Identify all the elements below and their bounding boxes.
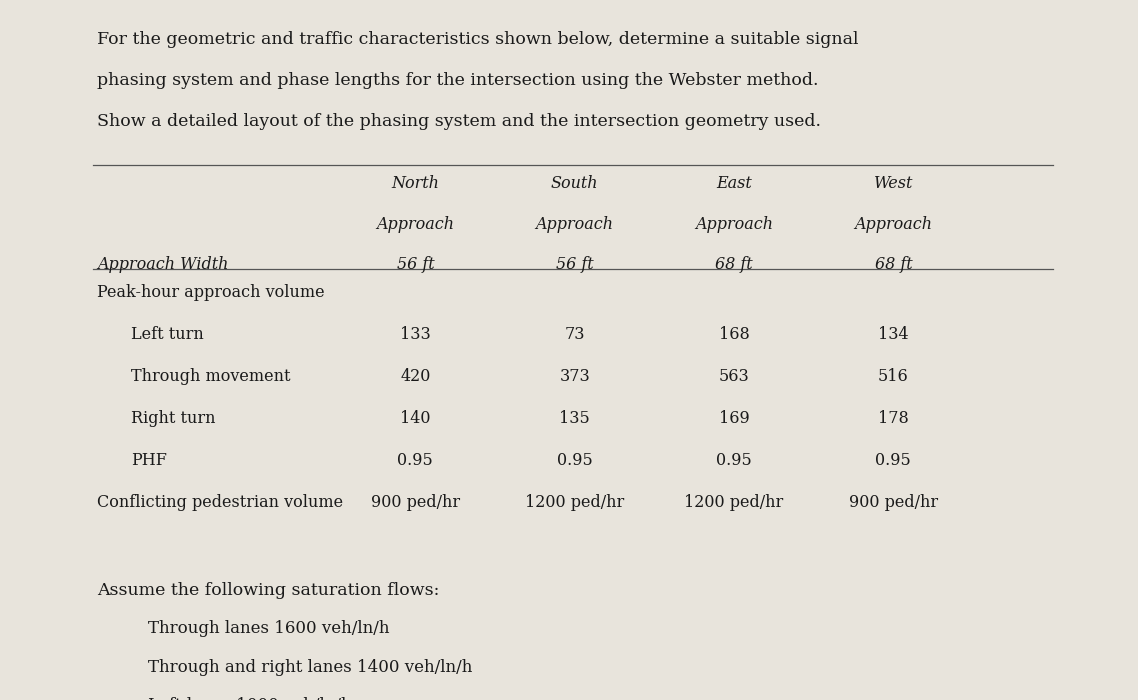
Text: Approach: Approach xyxy=(536,216,613,232)
Text: North: North xyxy=(391,175,439,192)
Text: 134: 134 xyxy=(879,326,908,343)
Text: East: East xyxy=(716,175,752,192)
Text: 68 ft: 68 ft xyxy=(874,256,913,273)
Text: 0.95: 0.95 xyxy=(397,452,434,469)
Text: Show a detailed layout of the phasing system and the intersection geometry used.: Show a detailed layout of the phasing sy… xyxy=(97,113,820,130)
Text: Peak-hour approach volume: Peak-hour approach volume xyxy=(97,284,324,301)
Text: 900 ped/hr: 900 ped/hr xyxy=(849,494,938,511)
Text: 1200 ped/hr: 1200 ped/hr xyxy=(525,494,625,511)
Text: Right turn: Right turn xyxy=(131,410,215,427)
Text: 135: 135 xyxy=(559,410,591,427)
Text: 68 ft: 68 ft xyxy=(715,256,753,273)
Text: Conflicting pedestrian volume: Conflicting pedestrian volume xyxy=(97,494,343,511)
Text: 1200 ped/hr: 1200 ped/hr xyxy=(684,494,784,511)
Text: 169: 169 xyxy=(718,410,750,427)
Text: Approach: Approach xyxy=(695,216,773,232)
Text: 133: 133 xyxy=(399,326,431,343)
Text: Assume the following saturation flows:: Assume the following saturation flows: xyxy=(97,582,439,598)
Text: Through lanes 1600 veh/ln/h: Through lanes 1600 veh/ln/h xyxy=(148,620,389,637)
Text: Approach Width: Approach Width xyxy=(97,256,228,273)
Text: Through and right lanes 1400 veh/ln/h: Through and right lanes 1400 veh/ln/h xyxy=(148,659,472,676)
Text: 73: 73 xyxy=(564,326,585,343)
Text: 168: 168 xyxy=(718,326,750,343)
Text: 0.95: 0.95 xyxy=(556,452,593,469)
Text: Through movement: Through movement xyxy=(131,368,290,385)
Text: Left turn: Left turn xyxy=(131,326,204,343)
Text: 900 ped/hr: 900 ped/hr xyxy=(371,494,460,511)
Text: PHF: PHF xyxy=(131,452,167,469)
Text: Approach: Approach xyxy=(377,216,454,232)
Text: 0.95: 0.95 xyxy=(875,452,912,469)
Text: For the geometric and traffic characteristics shown below, determine a suitable : For the geometric and traffic characteri… xyxy=(97,32,858,48)
Text: West: West xyxy=(874,175,913,192)
Text: 140: 140 xyxy=(401,410,430,427)
Text: 0.95: 0.95 xyxy=(716,452,752,469)
Text: 373: 373 xyxy=(559,368,591,385)
Text: 56 ft: 56 ft xyxy=(396,256,435,273)
Text: 56 ft: 56 ft xyxy=(555,256,594,273)
Text: 178: 178 xyxy=(877,410,909,427)
Text: 563: 563 xyxy=(718,368,750,385)
Text: 420: 420 xyxy=(401,368,430,385)
Text: Left lanes 1000 veh/ln/h: Left lanes 1000 veh/ln/h xyxy=(148,697,352,700)
Text: phasing system and phase lengths for the intersection using the Webster method.: phasing system and phase lengths for the… xyxy=(97,72,818,89)
Text: South: South xyxy=(551,175,599,192)
Text: Approach: Approach xyxy=(855,216,932,232)
Text: 516: 516 xyxy=(877,368,909,385)
